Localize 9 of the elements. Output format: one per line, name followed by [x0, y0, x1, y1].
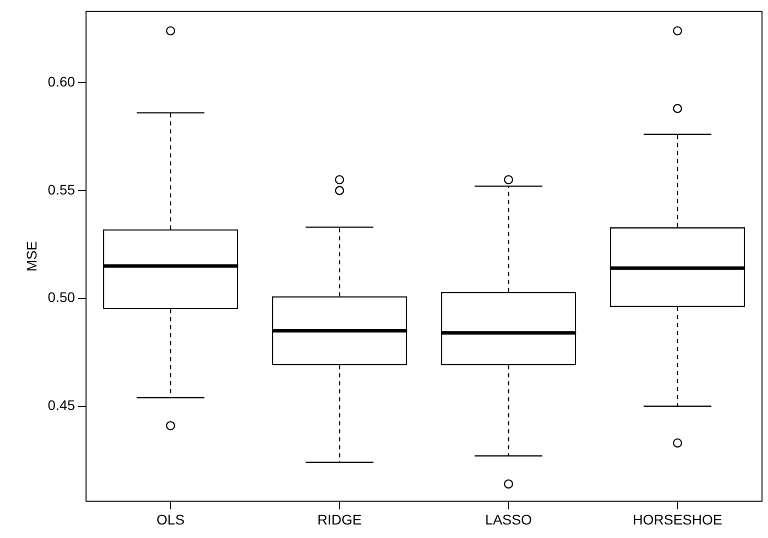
x-tick-label: HORSESHOE [632, 511, 722, 528]
y-tick-label: 0.60 [48, 73, 76, 90]
x-tick-label: RIDGE [317, 511, 362, 528]
y-tick-label: 0.50 [48, 289, 76, 306]
x-tick-label: OLS [156, 511, 185, 528]
x-tick-label: LASSO [485, 511, 532, 528]
y-axis-title: MSE [23, 241, 40, 272]
y-tick-label: 0.55 [48, 181, 76, 198]
y-tick-label: 0.45 [48, 397, 76, 414]
